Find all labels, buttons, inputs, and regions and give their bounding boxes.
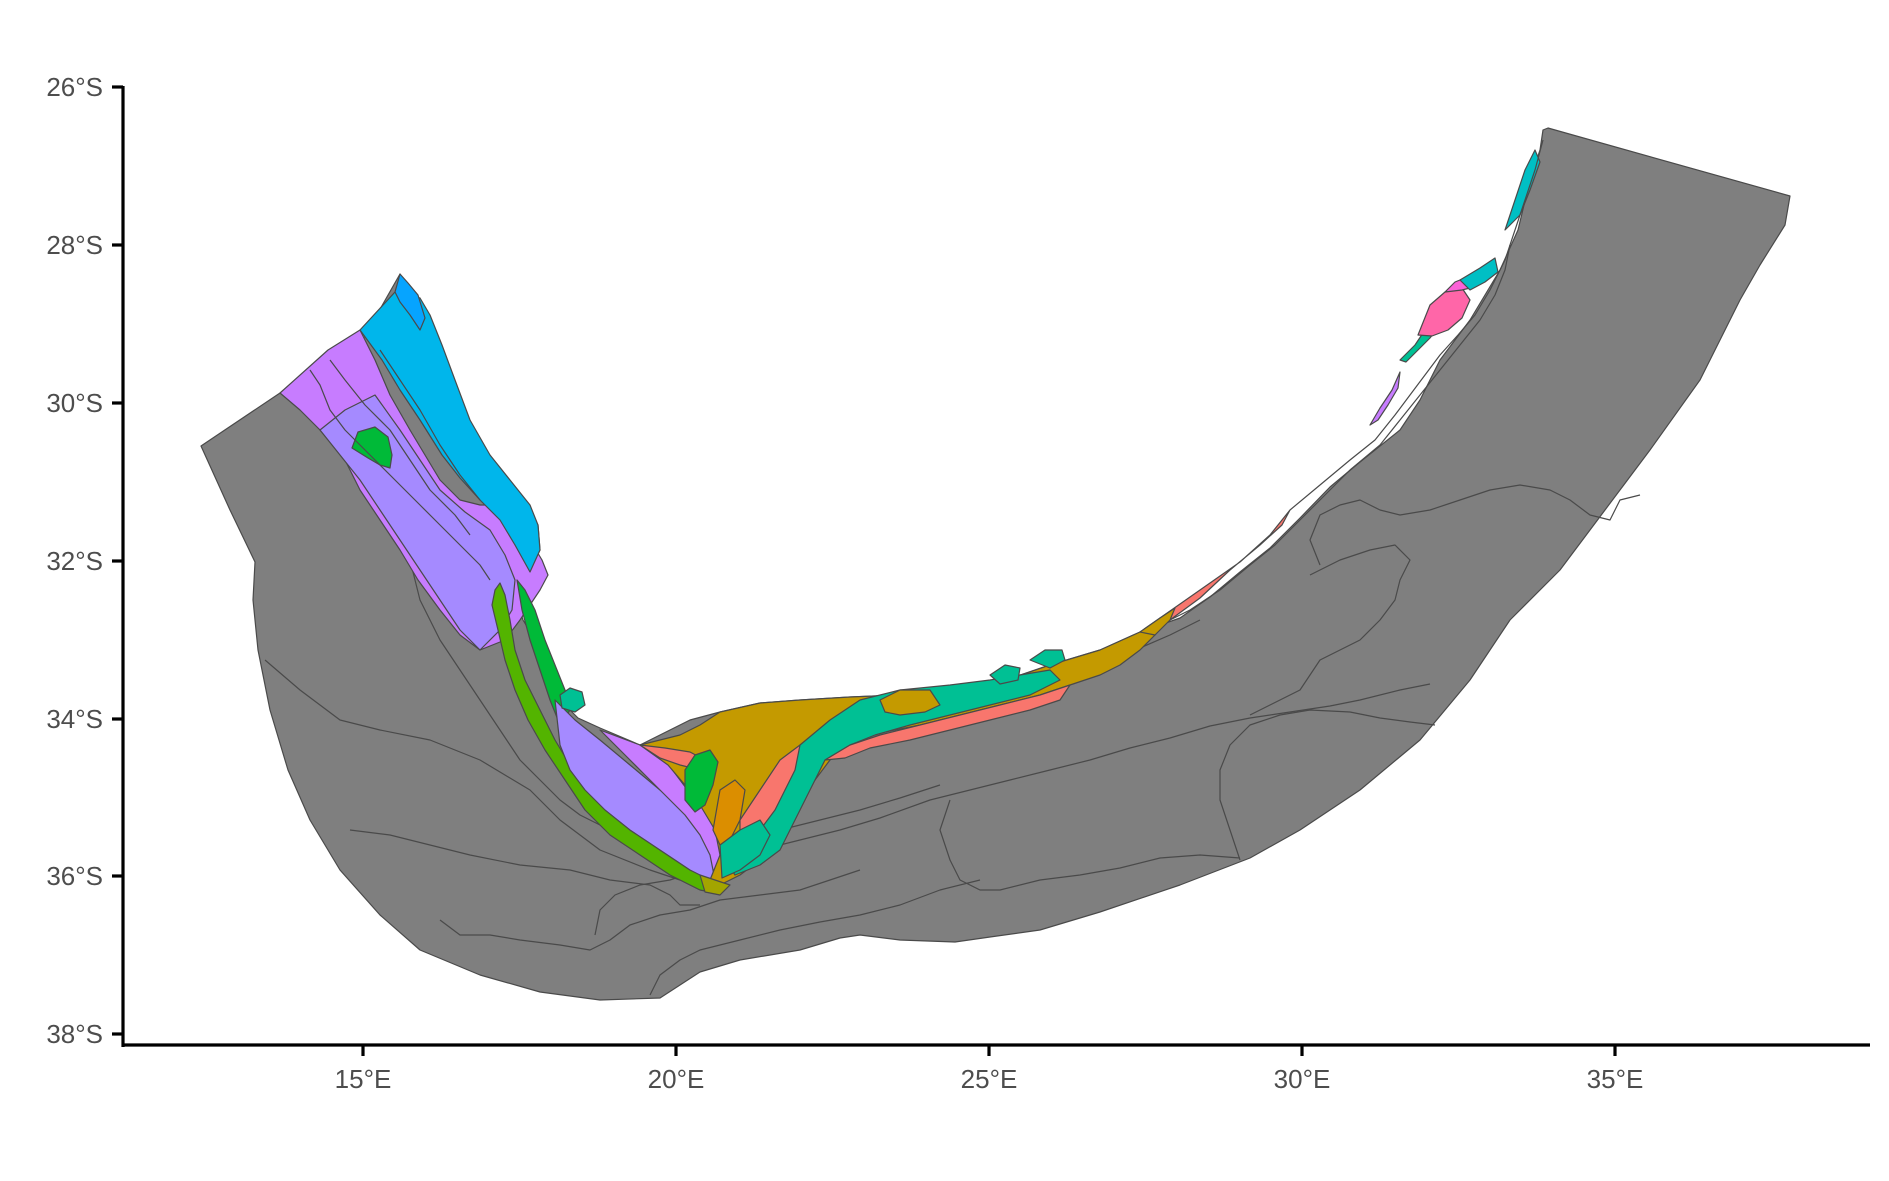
shelf-boundary: [309, 369, 491, 581]
shelf-region-cyan: [359, 291, 541, 573]
y-tick-label: 32°S: [46, 546, 103, 576]
offshore-boundary: [939, 799, 1241, 891]
shelf-region-olive: [699, 874, 731, 896]
shelf-region-teal-island: [1029, 649, 1066, 669]
x-tick-label: 30°E: [1274, 1064, 1331, 1094]
y-tick-label: 26°S: [46, 72, 103, 102]
shelf-region-teal-island: [559, 687, 586, 713]
x-tick-label: 20°E: [648, 1064, 705, 1094]
x-axis-ticks: 15°E 20°E 25°E 30°E 35°E: [335, 1045, 1644, 1094]
shelf-region-orange: [712, 779, 746, 846]
x-tick-label: 15°E: [335, 1064, 392, 1094]
shelf-region-mustard-inner: [879, 689, 941, 716]
shelf-region-pink: [1417, 287, 1471, 337]
offshore-boundary: [1159, 244, 1511, 626]
offshore-boundary: [1219, 709, 1436, 861]
shelf-region-blue: [394, 273, 426, 331]
shelf-region-turquoise-east: [1459, 257, 1499, 291]
y-tick-label: 34°S: [46, 704, 103, 734]
offshore-boundary: [1309, 484, 1641, 566]
shelf-region-green-blob: [351, 426, 393, 469]
y-tick-label: 36°S: [46, 861, 103, 891]
shelf-boundary: [329, 359, 471, 536]
offshore-boundary: [264, 659, 681, 881]
offshore-boundary: [649, 879, 981, 996]
shelf-region-green-agulhas: [684, 749, 719, 813]
shelf-region-salmon-strip: [824, 684, 1071, 761]
shelf-region-teal-island: [989, 664, 1021, 685]
shelf-region-teal-lower: [719, 819, 771, 879]
offshore-boundary: [1249, 544, 1411, 716]
offshore-boundary: [439, 869, 861, 951]
y-tick-label: 38°S: [46, 1019, 103, 1049]
shelf-boundary: [379, 349, 481, 501]
x-tick-label: 35°E: [1587, 1064, 1644, 1094]
shelf-region-purple-east: [1369, 371, 1401, 426]
y-tick-label: 28°S: [46, 230, 103, 260]
offshore-boundary: [349, 829, 700, 906]
shelf-boundary: [1289, 139, 1544, 511]
y-tick-label: 30°S: [46, 388, 103, 418]
shelf-region-mustard-east: [1139, 607, 1176, 636]
offshore-boundary: [594, 683, 1431, 936]
y-axis-ticks: 26°S 28°S 30°S 32°S 34°S 36°S 38°S: [46, 72, 123, 1049]
x-tick-label: 25°E: [961, 1064, 1018, 1094]
